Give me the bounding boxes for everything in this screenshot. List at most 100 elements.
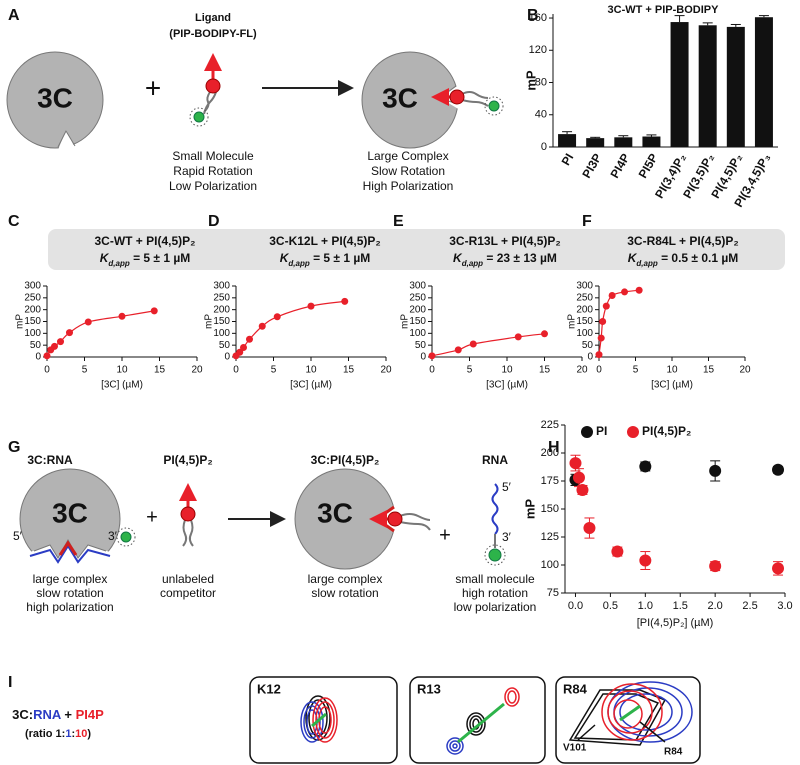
panel-label: B [527,7,539,24]
x-tick-label: 0.5 [603,600,618,612]
fluorophore [120,531,132,543]
ratio-text: (ratio 1:1:10) [25,728,91,740]
y-tick-label: 150 [576,316,593,327]
plus: + [439,524,451,546]
fluorophore [488,548,502,562]
point [611,545,624,558]
ratio-part: ) [87,728,91,740]
residue-label: R84 [664,747,683,758]
x-tick-label: 20 [191,365,203,376]
legend-text: 3C:RNA + PI4P [12,707,104,722]
caption: unlabeled [162,572,214,586]
panel-title: 3C-K12L + PI(4,5)P₂ [269,234,381,248]
x-tick-label: 0 [233,365,239,376]
kd-symbol: K [453,251,463,265]
y-tick-label: 100 [213,328,230,339]
kd-symbol: K [628,251,638,265]
plus: + [145,72,161,103]
point [51,342,58,350]
y-tick-label: 100 [409,328,426,339]
point [307,302,315,310]
y-tick-label: 200 [24,304,41,315]
kd-value: = 23 ± 13 µM [483,251,557,265]
panel-label: C [8,213,20,230]
title: 3C:PI(4,5)P₂ [311,453,380,467]
ligand-head [180,506,196,522]
box-label: R13 [417,681,441,696]
x-tick-label: 15 [154,365,166,376]
ligand-title: (PIP-BODIPY-FL) [169,28,257,40]
notch-edge [33,538,107,559]
kd-value: = 0.5 ± 0.1 µM [658,251,739,265]
y-tick-label: 50 [30,340,42,351]
point [150,307,158,315]
panel-label: F [582,213,592,230]
bar [642,136,661,147]
notch [58,130,76,150]
x-tick-label: 0 [44,365,50,376]
bar [558,134,577,147]
y-tick-label: 250 [576,292,593,303]
legend-part: + [61,707,76,722]
y-tick-label: 300 [409,281,426,292]
title: 3C:RNA [27,453,73,467]
kd-annotation: Kd,app = 5 ± 1 µM [100,251,191,267]
y-tick-label: 250 [213,292,230,303]
title: PI(4,5)P₂ [163,453,212,467]
kd-value: = 5 ± 1 µM [130,251,191,265]
y-tick-label: 50 [582,340,594,351]
x-tick-label: 0.0 [568,600,583,612]
panel-title: 3C-WT + PI(4,5)P₂ [94,234,195,248]
residue-label: V101 [563,743,587,754]
point [569,457,582,470]
box-label: K12 [257,681,281,696]
point [454,346,462,354]
binding-site [58,540,78,556]
y-axis-label: mP [400,314,411,329]
point [246,335,253,343]
y-tick-label: 175 [541,475,559,487]
point [57,338,64,346]
caption: high rotation [462,586,528,600]
bar [670,22,689,147]
y-tick-label: 40 [535,109,547,121]
y-tick-label: 125 [541,531,559,543]
point [595,351,603,359]
point [273,313,281,321]
caption: Rapid Rotation [173,164,252,178]
kd-annotation: Kd,app = 23 ± 13 µM [453,251,557,267]
x-tick-label: 1.0 [638,600,653,612]
panel-a: 3C + Ligand (PIP-BODIPY-FL) Small Molecu… [6,12,504,193]
point [258,322,266,330]
y-tick-label: 200 [409,304,426,315]
y-tick-label: 0 [541,141,547,153]
protein-label: 3C [317,497,353,528]
y-tick-label: 0 [224,352,230,363]
protein-label: 3C [382,82,418,113]
chart-title: 3C-WT + PIP-BODIPY [608,4,720,16]
x-tick-label: 10 [116,365,128,376]
legend-marker [581,426,593,438]
caption: large complex [33,572,108,586]
point [599,318,607,325]
ratio-part: 1 [65,728,71,740]
panel-label: E [393,213,404,230]
panel-title: 3C-R84L + PI(4,5)P₂ [627,234,739,248]
panel-label: H [548,439,560,456]
point [639,554,652,567]
x-tick-label: 20 [380,365,392,376]
rna [491,483,499,535]
point [66,329,73,337]
caption: Large Complex [367,149,448,163]
ratio-part: : [71,728,75,740]
y-tick-label: 150 [541,503,559,515]
bar [586,138,605,147]
y-axis-label: mP [567,314,578,329]
x-tick-label: 20 [739,365,751,376]
point [621,288,629,296]
ligand-tail [399,513,431,531]
y-tick-label: 300 [576,281,593,292]
x-tick-label: PI4P [608,151,633,181]
x-tick-label: 10 [666,365,678,376]
point [709,464,722,477]
